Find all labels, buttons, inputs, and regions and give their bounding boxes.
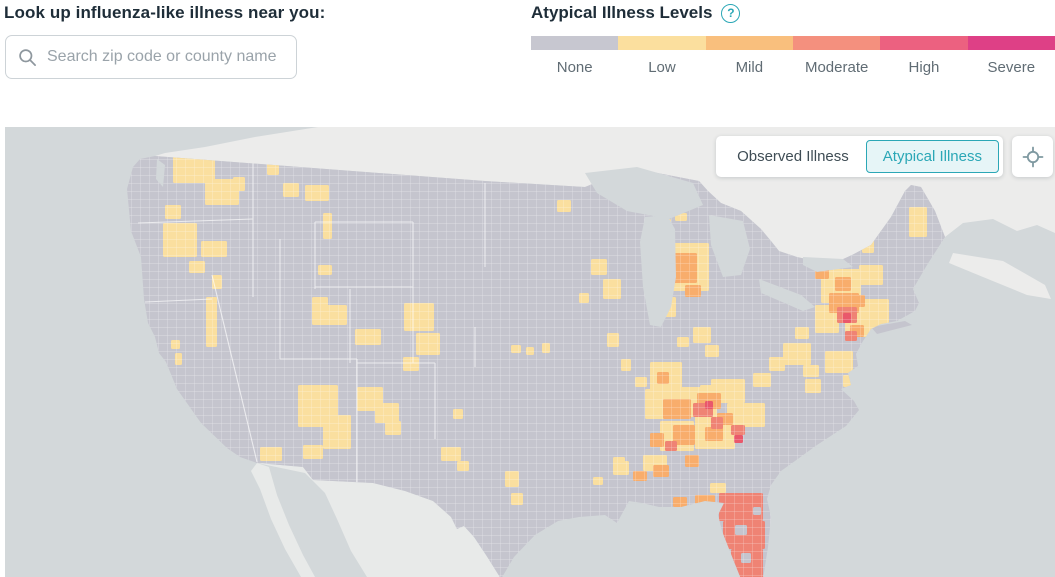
search-box[interactable]: [5, 35, 297, 79]
help-icon[interactable]: ?: [721, 3, 741, 23]
legend-label: Low: [648, 59, 676, 76]
map-view-toggle: Observed Illness Atypical Illness: [716, 136, 1003, 177]
atypical-illness-button[interactable]: Atypical Illness: [865, 140, 999, 173]
map-canvas[interactable]: Observed Illness Atypical Illness: [5, 127, 1055, 577]
search-icon: [19, 48, 36, 66]
legend-label: High: [908, 59, 940, 76]
long-island: [871, 321, 912, 334]
legend-segment-none: [531, 36, 619, 50]
crosshair-icon: [1022, 146, 1043, 167]
legend-title: Atypical Illness Levels: [531, 3, 713, 22]
state-borders: [137, 157, 486, 483]
legend-label: Severe: [987, 59, 1036, 76]
legend-bar: [531, 36, 1055, 50]
vancouver-island: [335, 129, 457, 165]
lake-ontario: [803, 257, 853, 272]
nova-scotia: [949, 253, 1051, 299]
legend-segment-mild: [705, 36, 793, 50]
lake-michigan: [640, 215, 676, 327]
legend-segment-low: [618, 36, 706, 50]
legend-label: Mild: [735, 59, 764, 76]
legend-labels: None Low Mild Moderate High Severe: [531, 59, 1055, 76]
us-county-map: [5, 127, 1055, 577]
great-lakes: [156, 159, 853, 327]
legend-segment-high: [880, 36, 968, 50]
lake-superior: [585, 167, 703, 219]
baja-peninsula: [251, 463, 315, 577]
lake-erie: [759, 279, 815, 311]
mexico-landmass: [257, 463, 501, 577]
legend: Atypical Illness Levels ? None Low Mild Mod…: [531, 0, 1055, 76]
legend-segment-moderate: [792, 36, 881, 50]
search-input[interactable]: [47, 48, 284, 66]
legend-segment-severe: [967, 36, 1055, 50]
legend-label: None: [556, 59, 593, 76]
observed-illness-button[interactable]: Observed Illness: [720, 140, 866, 173]
lake-huron: [709, 215, 750, 277]
locate-me-button[interactable]: [1012, 136, 1053, 177]
legend-label: Moderate: [804, 59, 869, 76]
lookup-title: Look up influenza-like illness near you:: [4, 3, 326, 22]
puget-sound: [156, 159, 165, 187]
